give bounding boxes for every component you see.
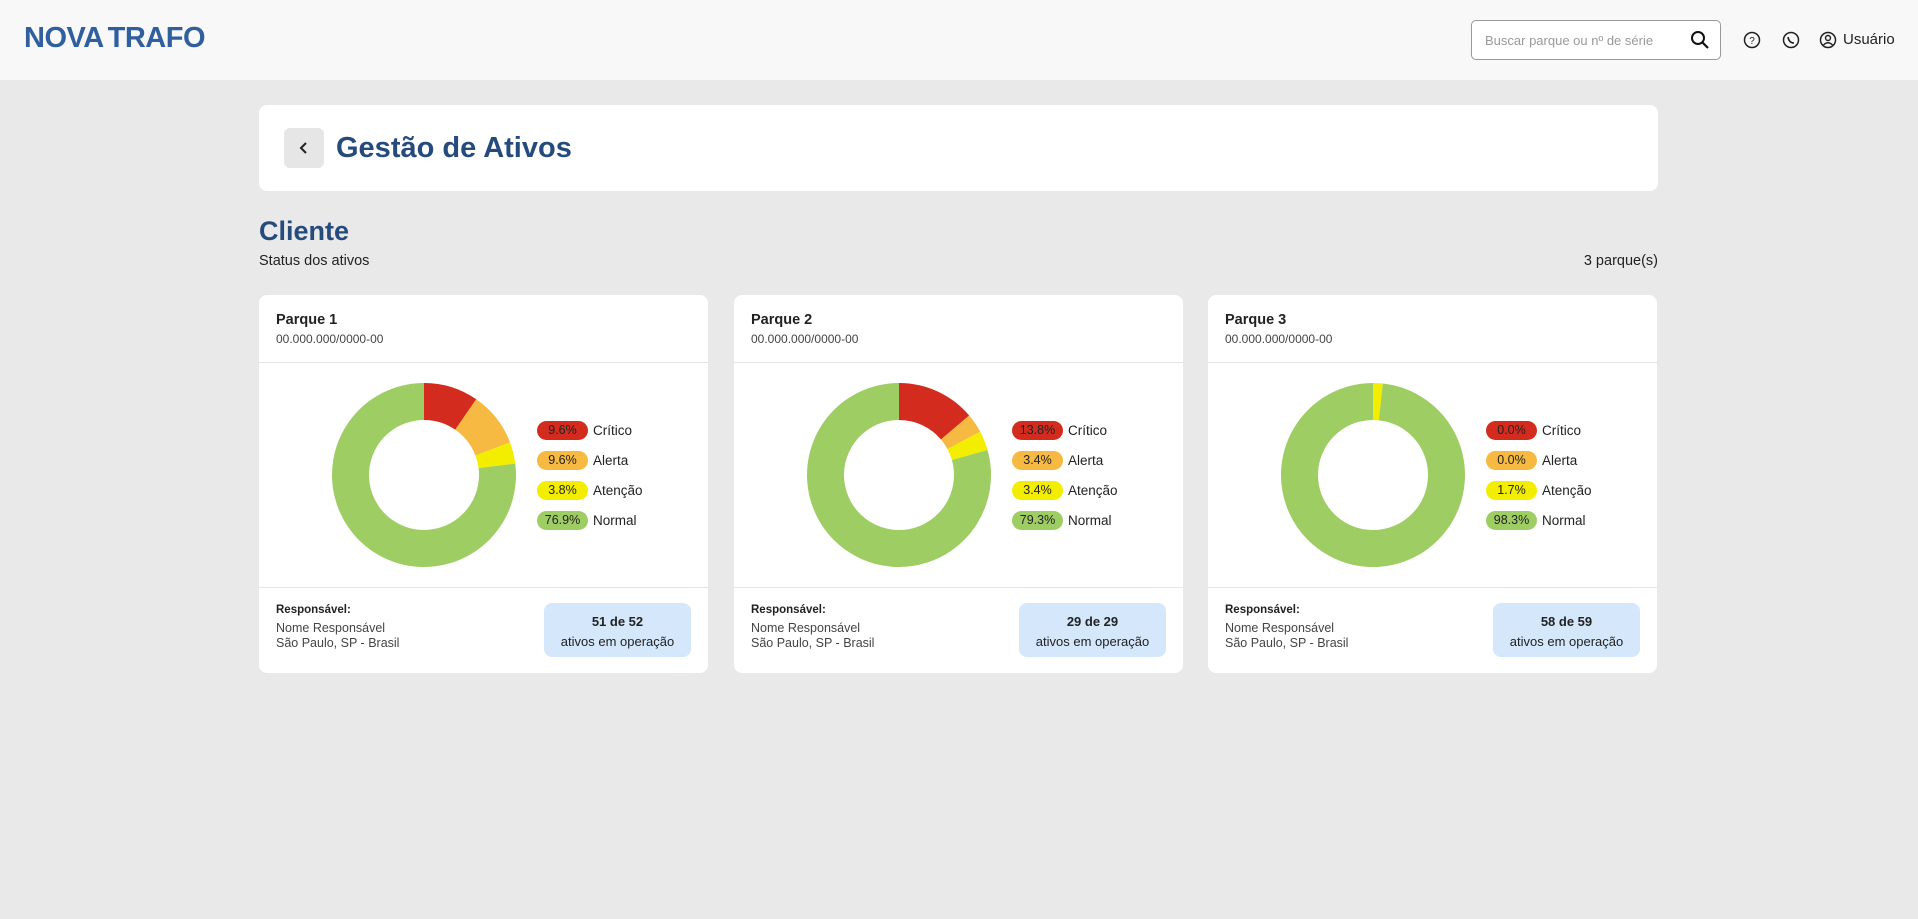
donut-segment — [807, 383, 991, 567]
responsible-name: Nome Responsável — [1225, 621, 1335, 635]
legend-label: Crítico — [1542, 423, 1582, 438]
legend-label: Atenção — [1068, 483, 1118, 498]
client-name: Cliente — [259, 216, 350, 246]
search-icon[interactable] — [1690, 30, 1710, 50]
donut-chart — [807, 383, 991, 567]
donut-segment — [947, 431, 988, 461]
operating-count: 58 de 59 — [1540, 614, 1593, 629]
user-icon[interactable] — [1819, 31, 1837, 49]
divider — [734, 587, 1183, 588]
location: São Paulo, SP - Brasil — [751, 636, 875, 650]
park-card[interactable]: Parque 2 00.000.000/0000-00 13.8% Crítico 3.… — [734, 295, 1183, 673]
subtitle: Status dos ativos — [259, 253, 370, 269]
donut-segment — [455, 399, 510, 456]
title-card: Gestão de Ativos — [259, 105, 1658, 191]
operating-box: 29 de 29 ativos em operação — [1019, 603, 1166, 657]
park-id: 00.000.000/0000-00 — [276, 332, 384, 346]
divider — [1208, 587, 1657, 588]
help-icon[interactable]: ? — [1743, 31, 1761, 49]
location: São Paulo, SP - Brasil — [276, 636, 400, 650]
legend-label: Normal — [1068, 513, 1112, 528]
legend-label: Atenção — [1542, 483, 1592, 498]
back-button[interactable] — [284, 128, 324, 168]
legend-value: 79.3% — [1012, 511, 1063, 530]
legend-label: Normal — [593, 513, 637, 528]
responsible-name: Nome Responsável — [751, 621, 861, 635]
page-title: Gestão de Ativos — [336, 132, 572, 164]
park-id: 00.000.000/0000-00 — [751, 332, 859, 346]
divider — [1208, 362, 1657, 363]
legend-label: Alerta — [1542, 453, 1578, 468]
legend-value: 1.7% — [1486, 481, 1537, 500]
logo[interactable]: NOVA TRAFO — [24, 22, 206, 55]
park-name: Parque 3 — [1225, 312, 1287, 328]
donut-segment — [424, 383, 477, 430]
operating-count: 29 de 29 — [1066, 614, 1119, 629]
back-icon — [299, 142, 307, 154]
park-name: Parque 1 — [276, 312, 338, 328]
operating-box: 51 de 52 ativos em operação — [544, 603, 691, 657]
donut-chart — [1281, 383, 1465, 567]
legend-label: Crítico — [1068, 423, 1108, 438]
logo-text: NOVA — [24, 22, 104, 54]
legend-value: 9.6% — [537, 421, 588, 440]
legend-label: Atenção — [593, 483, 643, 498]
operating-count: 51 de 52 — [591, 614, 644, 629]
divider — [259, 362, 708, 363]
search-box[interactable]: Buscar parque ou nº de série — [1471, 20, 1721, 60]
responsible-label: Responsável: — [1225, 604, 1300, 616]
operating-label: ativos em operação — [1035, 634, 1150, 649]
divider — [734, 362, 1183, 363]
operating-label: ativos em operação — [1509, 634, 1624, 649]
park-card[interactable]: Parque 1 00.000.000/0000-00 9.6% Crítico 9.6… — [259, 295, 708, 673]
park-count: 3 parque(s) — [1583, 253, 1658, 269]
legend-label: Crítico — [593, 423, 633, 438]
operating-box: 58 de 59 ativos em operação — [1493, 603, 1640, 657]
donut-segment — [899, 383, 970, 440]
legend-value: 3.8% — [537, 481, 588, 500]
legend-value: 98.3% — [1486, 511, 1537, 530]
svg-text:?: ? — [1749, 36, 1755, 47]
legend-label: Alerta — [1068, 453, 1104, 468]
park-card[interactable]: Parque 3 00.000.000/0000-00 0.0% Crítico 0.0… — [1208, 295, 1657, 673]
divider — [259, 587, 708, 588]
park-name: Parque 2 — [751, 312, 813, 328]
donut-segment — [1373, 383, 1383, 421]
responsible-name: Nome Responsável — [276, 621, 386, 635]
operating-label: ativos em operação — [560, 634, 675, 649]
donut-segment — [940, 415, 981, 450]
donut-segment — [1281, 383, 1465, 567]
legend-value: 0.0% — [1486, 451, 1537, 470]
park-id: 00.000.000/0000-00 — [1225, 332, 1333, 346]
legend-value: 3.4% — [1012, 451, 1063, 470]
legend-value: 9.6% — [537, 451, 588, 470]
legend-label: Alerta — [593, 453, 629, 468]
logo-text: TRAFO — [107, 22, 206, 54]
whatsapp-icon[interactable] — [1782, 31, 1800, 49]
donut-segment — [332, 383, 516, 567]
top-bar: NOVA TRAFO Buscar parque ou nº de série ?… — [0, 0, 1918, 80]
legend-label: Normal — [1542, 513, 1586, 528]
responsible-label: Responsável: — [276, 604, 351, 616]
legend-value: 13.8% — [1012, 421, 1063, 440]
donut-chart — [332, 383, 516, 567]
responsible-label: Responsável: — [751, 604, 826, 616]
legend-value: 3.4% — [1012, 481, 1063, 500]
search-placeholder: Buscar parque ou nº de série — [1485, 33, 1654, 48]
donut-segment — [475, 442, 516, 469]
location: São Paulo, SP - Brasil — [1225, 636, 1349, 650]
legend-value: 76.9% — [537, 511, 588, 530]
legend-value: 0.0% — [1486, 421, 1537, 440]
user-name[interactable]: Usuário — [1843, 31, 1895, 48]
